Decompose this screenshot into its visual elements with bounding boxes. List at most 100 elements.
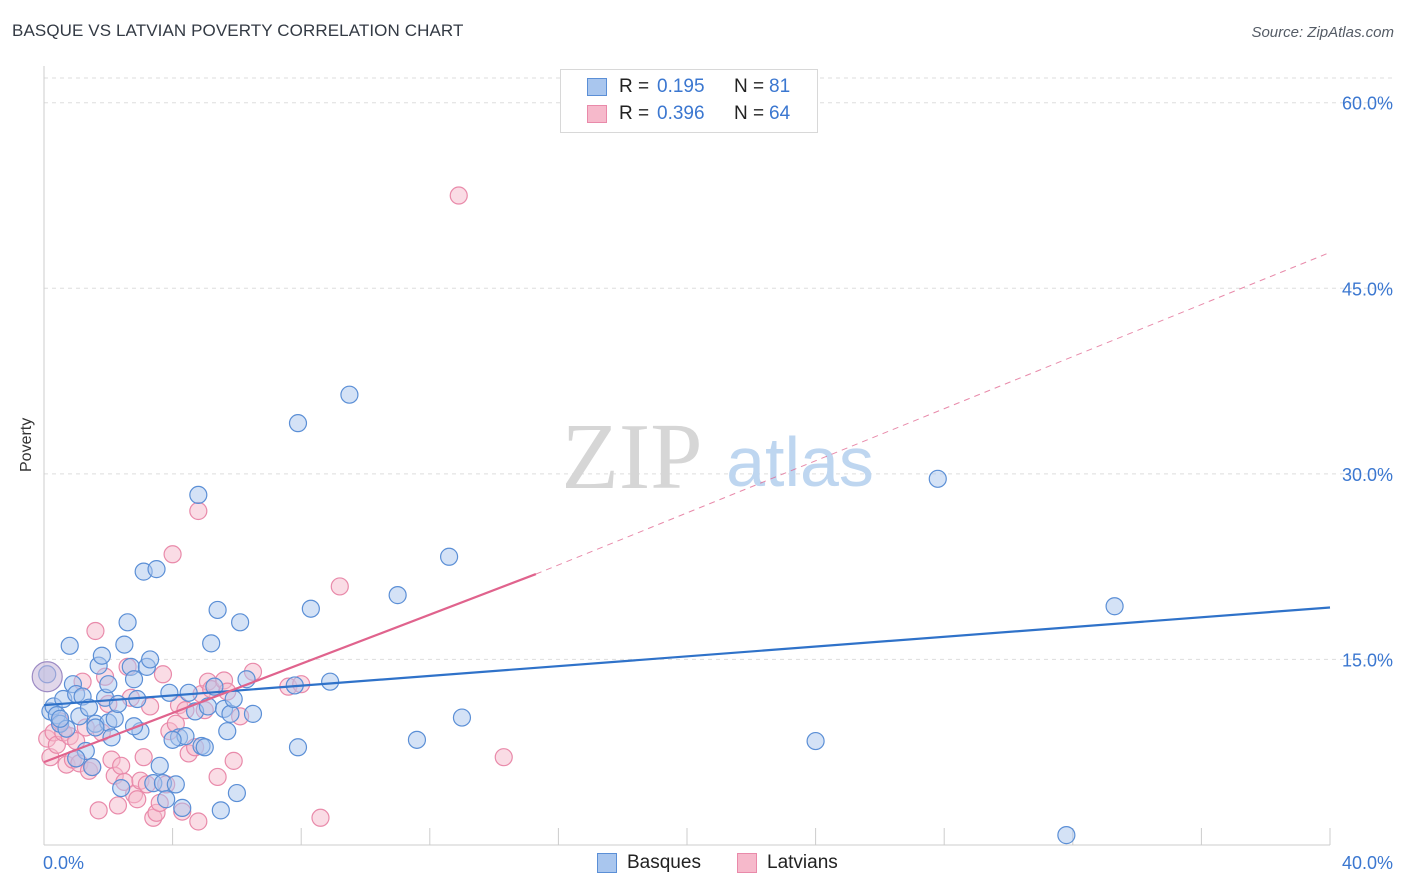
basques-point (83, 757, 102, 777)
basques-point (105, 709, 124, 728)
watermark-atlas: atlas (726, 423, 874, 501)
latvians-point (108, 796, 128, 815)
r-value: 0.396 (657, 103, 705, 124)
basques-point (115, 635, 134, 654)
latvians-point (128, 790, 147, 809)
basques-point (407, 730, 427, 749)
latvians-point (112, 756, 131, 775)
r-label: R = (619, 76, 650, 97)
basques-point (173, 798, 192, 817)
n-label: N = (734, 76, 765, 97)
r-label: R = (619, 103, 650, 124)
basques-trend-line (43, 606, 1331, 707)
basques-point (208, 600, 227, 620)
legend: Basques Latvians (0, 852, 1406, 878)
y-tick-label: 15.0% (1342, 650, 1393, 670)
basques-point (340, 385, 359, 404)
basques-point (439, 547, 459, 566)
basques-point (224, 689, 243, 709)
legend-label-latvians: Latvians (767, 852, 838, 873)
basques-point (928, 469, 947, 488)
basques-point (243, 704, 263, 723)
latvians-point (86, 621, 105, 641)
trend-lines (43, 251, 1331, 764)
y-tick-label: 60.0% (1342, 94, 1393, 114)
basques-point (86, 718, 105, 737)
latvians-swatch (737, 853, 757, 873)
basques-point (189, 485, 208, 505)
basques-point (147, 560, 166, 579)
latvians-swatch (587, 105, 607, 123)
basques-point (218, 722, 237, 741)
stats-box: R = 0.195 N = 81 R = 0.396 N = 64 (560, 69, 818, 133)
basques-point (288, 414, 308, 433)
basques-point (321, 672, 340, 691)
basques-point (231, 613, 250, 632)
basques-point (163, 730, 182, 749)
gridlines (44, 77, 1395, 660)
n-label: N = (734, 103, 765, 124)
latvians-point (134, 748, 153, 767)
basques-point (92, 646, 111, 665)
latvians-trend-line (43, 573, 537, 764)
basques-point (1105, 597, 1124, 616)
x-tick-label: 0.0% (43, 853, 84, 873)
basques-point (157, 790, 176, 809)
latvians-points (38, 186, 513, 831)
basques-point (1057, 826, 1076, 845)
basques-point (388, 586, 407, 605)
latvians-point (494, 748, 513, 767)
basques-point (118, 613, 137, 632)
basques-point (112, 778, 131, 798)
latvians-point (311, 808, 330, 827)
basques-point (288, 738, 308, 757)
basques-point (150, 756, 169, 775)
latvians-point (449, 186, 468, 205)
watermark-zip: ZIP (562, 405, 703, 509)
r-value: 0.195 (657, 76, 705, 97)
basques-point (221, 704, 240, 723)
basques-point-large (31, 661, 63, 693)
basques-point (166, 775, 185, 794)
y-tick-label: 45.0% (1342, 279, 1393, 299)
x-tick-label: 40.0% (1342, 853, 1393, 873)
basques-swatch (587, 78, 607, 96)
y-tick-label: 30.0% (1342, 465, 1393, 485)
basques-point (227, 783, 246, 803)
legend-item-basques[interactable]: Basques (597, 852, 701, 874)
latvians-point (89, 801, 108, 820)
stats-row-basques: R = 0.195 N = 81 (561, 74, 790, 100)
basques-point (99, 675, 118, 694)
legend-label-basques: Basques (627, 852, 701, 873)
latvians-point (189, 501, 208, 521)
y-axis-label: Poverty (18, 417, 35, 472)
basques-point (79, 698, 99, 717)
basques-point (108, 694, 128, 714)
basques-point (140, 650, 160, 669)
legend-item-latvians[interactable]: Latvians (737, 852, 838, 874)
tick-labels: 15.0% 30.0% 45.0% 60.0% 0.0% 40.0% (43, 94, 1393, 873)
basques-point (806, 731, 825, 751)
basques-point (160, 683, 179, 702)
basques-points (31, 385, 1124, 845)
stats-row-latvians: R = 0.396 N = 64 (561, 101, 790, 127)
basques-point (202, 634, 221, 653)
n-value: 64 (769, 103, 791, 124)
basques-point (452, 708, 472, 727)
basques-point (60, 636, 79, 655)
basques-point (211, 801, 230, 820)
basques-point (301, 599, 320, 618)
latvians-point (153, 665, 173, 684)
basques-point (50, 709, 70, 728)
chart-title: BASQUE VS LATVIAN POVERTY CORRELATION CH… (12, 21, 464, 40)
basques-point (195, 738, 214, 757)
source-label: Source: ZipAtlas.com (1251, 24, 1394, 41)
latvians-point (330, 577, 349, 596)
latvians-point (189, 812, 208, 831)
n-value: 81 (769, 76, 791, 97)
latvians-point (224, 751, 243, 770)
latvians-point (208, 767, 227, 787)
axes (43, 66, 1331, 846)
basques-point (124, 670, 144, 689)
